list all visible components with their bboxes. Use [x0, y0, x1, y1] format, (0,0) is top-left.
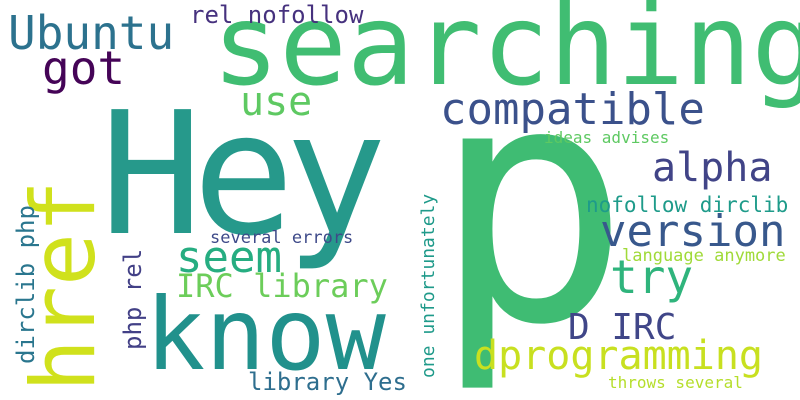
word-nofollow-dirclib: nofollow dirclib [586, 193, 789, 217]
word-know: know [145, 276, 386, 393]
word-searching: searching [212, 0, 800, 111]
word-try: try [610, 250, 694, 304]
word-d-irc: D IRC [568, 307, 677, 348]
word-rel-nofollow: rel nofollow [190, 1, 364, 29]
word-use: use [240, 79, 313, 125]
word-p: p [432, 13, 631, 397]
word-irc-library: IRC library [176, 267, 388, 305]
word-seem: seem [176, 232, 282, 283]
word-dprogramming: dprogramming [474, 333, 763, 379]
word-ideas-advises: ideas advises [544, 128, 670, 147]
word-compatible: compatible [440, 84, 705, 135]
word-several-errors: several errors [210, 228, 354, 248]
word-one-unfortunately: one unfortunately [418, 193, 439, 378]
word-throws-several: throws several [608, 373, 743, 392]
word-got: got [42, 41, 126, 95]
word-version: version [600, 206, 786, 257]
word-ubuntu: Ubuntu [8, 6, 175, 60]
word-php-rel: php rel [119, 248, 147, 350]
word-hey: Hey [100, 76, 387, 274]
word-language-anymore: language anymore [622, 246, 786, 266]
word-dirclib-php: dirclib php [12, 205, 40, 364]
word-library-yes: library Yes [248, 368, 407, 396]
word-alpha: alpha [652, 145, 773, 191]
